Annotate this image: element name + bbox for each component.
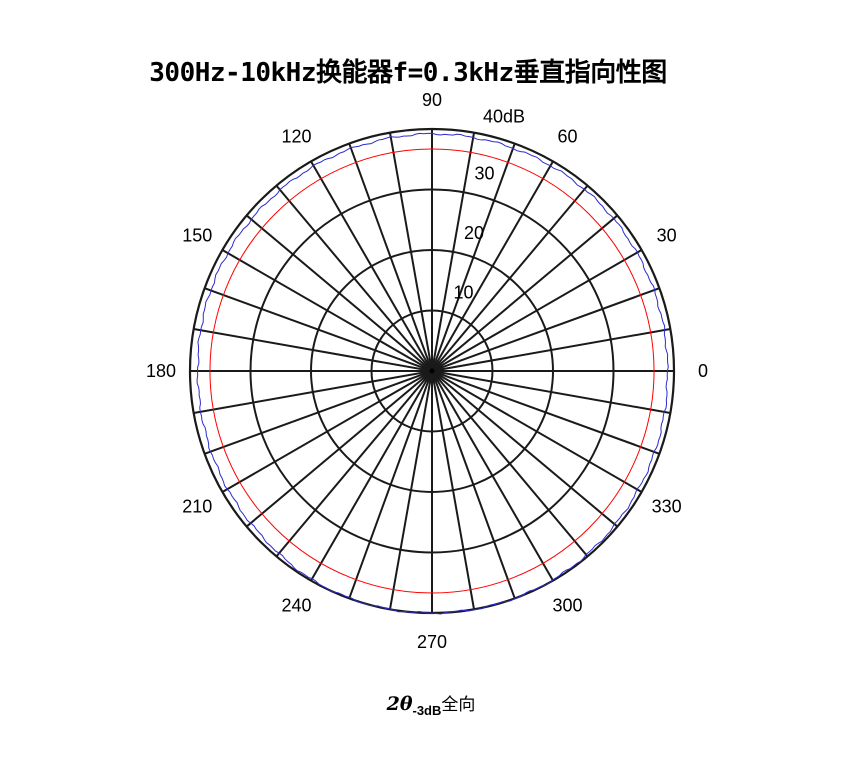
angle-tick-label: 90 [422,90,442,110]
radial-tick-label: 20 [464,223,484,243]
beamwidth-symbol: 2θ [386,693,413,715]
beamwidth-value: 全向 [441,695,476,714]
angle-tick-label: 330 [652,497,682,517]
series-line-measured [196,132,669,615]
angle-tick-label: 180 [146,361,176,381]
radial-tick-label: 40dB [483,107,525,127]
radial-gridline [249,188,615,554]
radial-tick-label: 30 [475,163,495,183]
angle-tick-label: 150 [182,226,212,246]
series-line-reference [209,148,655,594]
angle-tick-label: 0 [698,361,708,381]
radial-gridline [370,309,494,433]
center-point [429,368,435,374]
chart-title: 300Hz-10kHz换能器f=0.3kHz垂直指向性图 [0,52,862,89]
angle-tick-label: 300 [552,596,582,616]
radial-gridline [310,249,554,493]
angle-tick-label: 30 [657,226,677,246]
beamwidth-subscript: -3dB [412,703,442,718]
radial-tick-label: 10 [453,282,473,302]
angle-tick-label: 120 [281,126,311,146]
chart-title-text: 300Hz-10kHz换能器f=0.3kHz垂直指向性图 [149,58,667,88]
angle-tick-label: 60 [557,126,577,146]
angle-tick-label: 240 [281,596,311,616]
angle-tick-label: 210 [182,497,212,517]
angle-tick-label: 270 [417,632,447,652]
beamwidth-caption: 2θ-3dB全向 [0,690,862,718]
